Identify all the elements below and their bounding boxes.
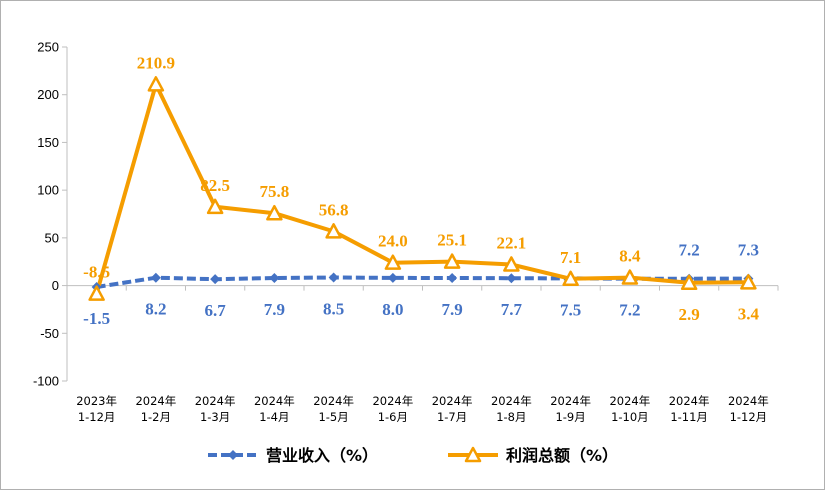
y-tick-label: 50 — [45, 230, 59, 245]
y-tick-label: 200 — [37, 87, 59, 102]
x-tick-label-year: 2024年 — [728, 394, 769, 408]
marker-profit — [621, 269, 639, 285]
marker-revenue — [328, 272, 339, 283]
data-label-revenue: 7.5 — [560, 300, 581, 319]
x-tick-label-period: 1-9月 — [555, 410, 585, 424]
marker-profit — [384, 254, 402, 270]
data-label-profit: 210.9 — [137, 53, 175, 72]
x-tick-label-period: 1-7月 — [437, 410, 467, 424]
data-label-revenue: -1.5 — [83, 309, 110, 328]
x-tick-label-period: 1-12月 — [78, 410, 116, 424]
data-label-revenue: 8.2 — [145, 300, 166, 319]
x-tick-label-period: 1-5月 — [318, 410, 348, 424]
data-label-revenue: 7.3 — [738, 241, 759, 260]
data-labels: -1.5 8.2 6.7 7.9 8.5 8.0 7.9 7.7 7.5 7.2 7.2 7.3 -8.… — [83, 53, 759, 328]
x-tick-label-year: 2024年 — [432, 394, 473, 408]
legend-label-revenue: 营业收入（%） — [266, 446, 378, 465]
x-tick-label-period: 1-11月 — [670, 410, 708, 424]
x-tick-label-period: 1-10月 — [611, 410, 649, 424]
data-label-profit: 24.0 — [378, 232, 408, 251]
x-tick-label-period: 1-6月 — [378, 410, 408, 424]
data-label-revenue: 7.9 — [264, 300, 285, 319]
data-label-revenue: 7.2 — [619, 301, 640, 320]
legend-marker-revenue — [228, 450, 238, 460]
y-tick-label: 100 — [37, 183, 59, 198]
marker-revenue — [387, 272, 398, 283]
marker-profit — [503, 256, 520, 272]
data-label-profit: 22.1 — [497, 233, 527, 252]
data-label-revenue: 8.0 — [382, 300, 403, 319]
data-label-profit: 8.4 — [619, 247, 641, 266]
x-tick-label-period: 1-12月 — [730, 410, 768, 424]
marker-profit — [740, 274, 757, 290]
data-label-profit: -8.5 — [83, 263, 110, 282]
series-markers — [88, 76, 757, 301]
x-tick-label-period: 1-8月 — [496, 410, 526, 424]
data-label-revenue: 6.7 — [205, 301, 227, 320]
data-label-profit: 3.4 — [738, 304, 760, 323]
y-tick-label: -50 — [40, 326, 59, 341]
x-tick-label-year: 2024年 — [135, 394, 176, 408]
marker-revenue — [506, 273, 517, 284]
y-tick-label: -100 — [33, 374, 59, 389]
data-label-profit: 7.1 — [560, 248, 581, 267]
y-tick-label: 150 — [37, 135, 59, 150]
data-label-revenue: 7.7 — [501, 300, 523, 319]
x-tick-label-year: 2024年 — [254, 394, 295, 408]
legend-marker-profit — [464, 446, 482, 463]
axes: -100 -50 0 50 100 150 200 250 2023年 1-12月 2024年 1-2… — [33, 40, 779, 424]
data-label-profit: 56.8 — [319, 200, 349, 219]
data-label-revenue: 7.9 — [442, 300, 463, 319]
x-tick-label-year: 2024年 — [669, 394, 710, 408]
marker-profit — [147, 76, 165, 92]
y-tick-label: 0 — [52, 278, 59, 293]
x-tick-label-year: 2024年 — [372, 394, 413, 408]
data-label-profit: 25.1 — [437, 231, 467, 250]
marker-profit — [562, 270, 579, 287]
legend: 营业收入（%） 利润总额（%） — [208, 446, 618, 465]
marker-profit — [266, 204, 283, 221]
x-tick-label-year: 2024年 — [550, 394, 591, 408]
x-tick-label-period: 1-4月 — [259, 410, 289, 424]
data-label-profit: 75.8 — [260, 182, 290, 201]
legend-label-profit: 利润总额（%） — [506, 446, 618, 465]
marker-revenue — [447, 273, 458, 284]
y-tick-label: 250 — [37, 40, 59, 55]
marker-profit — [88, 285, 105, 301]
marker-revenue — [150, 272, 161, 283]
x-tick-label-year: 2024年 — [609, 394, 650, 408]
data-label-revenue: 8.5 — [323, 299, 344, 318]
x-tick-label-year: 2023年 — [76, 394, 117, 408]
series-lines — [94, 82, 749, 295]
x-tick-label-year: 2024年 — [313, 394, 354, 408]
marker-revenue — [210, 274, 221, 285]
x-tick-label-year: 2024年 — [491, 394, 532, 408]
marker-revenue — [269, 273, 280, 284]
x-tick-label-period: 1-2月 — [141, 410, 171, 424]
marker-profit — [680, 274, 698, 291]
x-tick-label-year: 2024年 — [195, 394, 236, 408]
marker-profit — [443, 253, 461, 269]
series-line-revenue — [96, 275, 749, 289]
x-tick-label-period: 1-3月 — [200, 410, 230, 424]
marker-profit — [206, 198, 224, 215]
data-label-profit: 82.5 — [200, 176, 230, 195]
data-label-revenue: 7.2 — [679, 241, 700, 260]
data-label-profit: 2.9 — [679, 305, 700, 324]
series-line-profit — [94, 82, 749, 295]
marker-profit — [325, 223, 342, 239]
